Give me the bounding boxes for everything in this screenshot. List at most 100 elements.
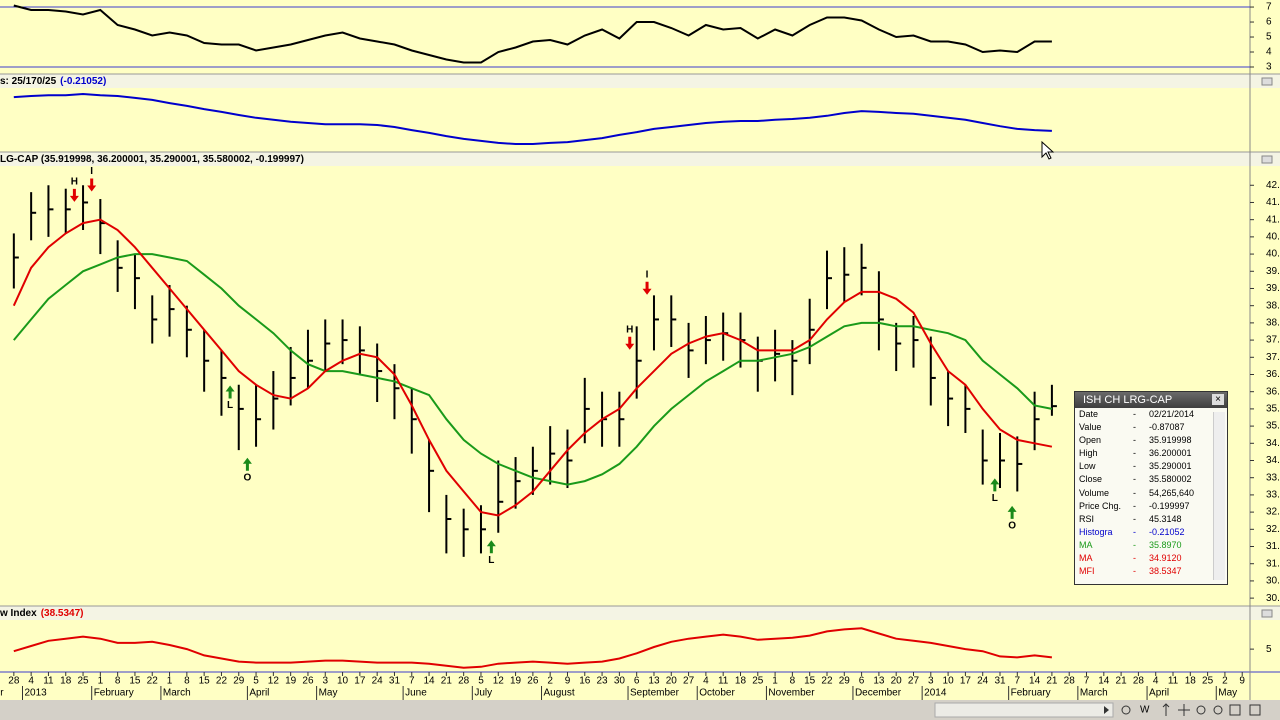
x-tick-label: 12 — [268, 676, 280, 687]
data-row: MA - 34.9120 — [1075, 552, 1227, 565]
x-tick-label: 1 — [98, 676, 104, 687]
row-label: Low — [1079, 461, 1096, 472]
y-tick-label: 30. — [1266, 576, 1280, 587]
row-value: 35.580002 — [1149, 474, 1192, 485]
x-tick-label: 27 — [908, 676, 920, 687]
data-row: MA - 35.8970 — [1075, 539, 1227, 552]
indicator-line — [13, 4, 1052, 64]
close-button[interactable]: × — [1212, 394, 1224, 405]
x-tick-label: 9 — [565, 676, 571, 687]
data-row: Close - 35.580002 — [1075, 473, 1227, 486]
annotation-arrow — [225, 385, 235, 399]
zoom-out-icon[interactable] — [1196, 705, 1206, 715]
moving-average — [12, 218, 1053, 517]
x-tick-label: 25 — [1202, 676, 1214, 687]
x-tick-label: 3 — [322, 676, 328, 687]
month-label: r — [0, 688, 4, 699]
x-tick-label: 6 — [859, 676, 865, 687]
annotation-arrow — [242, 457, 252, 471]
x-tick-label: 13 — [873, 676, 885, 687]
y-tick-label: 36. — [1266, 386, 1280, 397]
scroll-arrow[interactable] — [1104, 706, 1109, 714]
x-tick-label: 13 — [648, 676, 660, 687]
panel: s: 25/170/25 (-0.21052) — [0, 76, 1052, 145]
month-label: April — [1149, 688, 1169, 699]
data-window-rows: Date - 02/21/2014 Value - -0.87087 Open - 35.919… — [1075, 408, 1227, 578]
y-tick-label: 35. — [1266, 404, 1280, 415]
y-tick-label: 4 — [1266, 47, 1272, 58]
x-tick-label: 24 — [372, 676, 384, 687]
options-icon[interactable] — [1229, 704, 1241, 716]
toolbar-icons — [1121, 703, 1261, 716]
y-tick-label: 35. — [1266, 421, 1280, 432]
row-value: -0.21052 — [1149, 526, 1185, 537]
toolbar-zoom[interactable]: W — [1140, 705, 1150, 716]
x-tick-label: 8 — [115, 676, 121, 687]
annotation: L — [488, 555, 494, 566]
y-tick-label: 32. — [1266, 507, 1280, 518]
panel: w Index (38.5347)528 4 11 18 25 1 8 15 22 1 8 15 22 29… — [0, 608, 1272, 700]
row-label: MFI — [1079, 566, 1095, 577]
x-tick-label: 29 — [839, 676, 851, 687]
row-separator: - — [1133, 539, 1136, 550]
data-window[interactable]: ISH CH LRG-CAP × Date - 02/21/2014 Value - -0.… — [1074, 391, 1228, 585]
annotation-arrow — [69, 188, 79, 202]
data-row: Date - 02/21/2014 — [1075, 408, 1227, 421]
x-tick-label: 14 — [1029, 676, 1041, 687]
x-tick-label: 3 — [928, 676, 934, 687]
x-tick-label: 20 — [666, 676, 678, 687]
annotation: L — [227, 400, 233, 411]
x-tick-label: 18 — [735, 676, 747, 687]
annotation-arrow — [1007, 505, 1017, 519]
scrollbar[interactable] — [934, 702, 1114, 718]
x-tick-label: 16 — [579, 676, 591, 687]
refresh-icon[interactable] — [1121, 705, 1131, 715]
annotation-arrow — [87, 178, 97, 192]
x-tick-label: 4 — [703, 676, 709, 687]
x-tick-label: 7 — [409, 676, 415, 687]
x-tick-label: 5 — [478, 676, 484, 687]
panel-button[interactable] — [1261, 77, 1273, 86]
pan-icon[interactable] — [1178, 704, 1190, 716]
x-tick-label: 22 — [821, 676, 833, 687]
x-tick-label: 8 — [184, 676, 190, 687]
panel-button[interactable] — [1261, 155, 1273, 164]
row-value: 45.3148 — [1149, 513, 1182, 524]
row-separator: - — [1133, 409, 1136, 419]
x-tick-label: 10 — [943, 676, 955, 687]
row-separator: - — [1133, 500, 1136, 511]
data-window-scrollbar[interactable] — [1213, 412, 1225, 580]
row-separator: - — [1133, 422, 1136, 433]
x-tick-label: 20 — [891, 676, 903, 687]
y-tick-label: 33. — [1266, 490, 1280, 501]
row-label: Value — [1079, 422, 1102, 433]
x-tick-label: 25 — [752, 676, 764, 687]
row-label: Close — [1079, 474, 1103, 485]
window-icon[interactable] — [1249, 704, 1261, 716]
x-tick-label: 25 — [77, 676, 89, 687]
annotation-arrow — [486, 540, 496, 554]
annotation: L — [992, 493, 998, 504]
y-tick-label: 39. — [1266, 266, 1280, 277]
y-tick-label: 31. — [1266, 558, 1280, 569]
row-value: -0.87087 — [1149, 422, 1185, 433]
panel: 7 6 5 4 3 — [0, 2, 1272, 73]
row-value: 35.919998 — [1149, 435, 1192, 446]
row-label: Price Chg. — [1079, 500, 1122, 511]
panel-button[interactable] — [1261, 609, 1273, 618]
zoom-in-icon[interactable] — [1213, 705, 1223, 715]
y-tick-label: 31. — [1266, 541, 1280, 552]
y-tick-label: 7 — [1266, 2, 1272, 13]
row-value: 35.290001 — [1149, 461, 1192, 472]
move-icon[interactable] — [1162, 703, 1170, 716]
y-tick-label: 38. — [1266, 300, 1280, 311]
data-row: Low - 35.290001 — [1075, 460, 1227, 473]
month-label: April — [249, 688, 269, 699]
indicator-line — [13, 92, 1052, 145]
row-value: 34.9120 — [1149, 553, 1182, 564]
x-tick-label: 15 — [129, 676, 141, 687]
row-label: High — [1079, 448, 1098, 459]
y-tick-label: 6 — [1266, 17, 1272, 28]
x-tick-label: 22 — [147, 676, 159, 687]
